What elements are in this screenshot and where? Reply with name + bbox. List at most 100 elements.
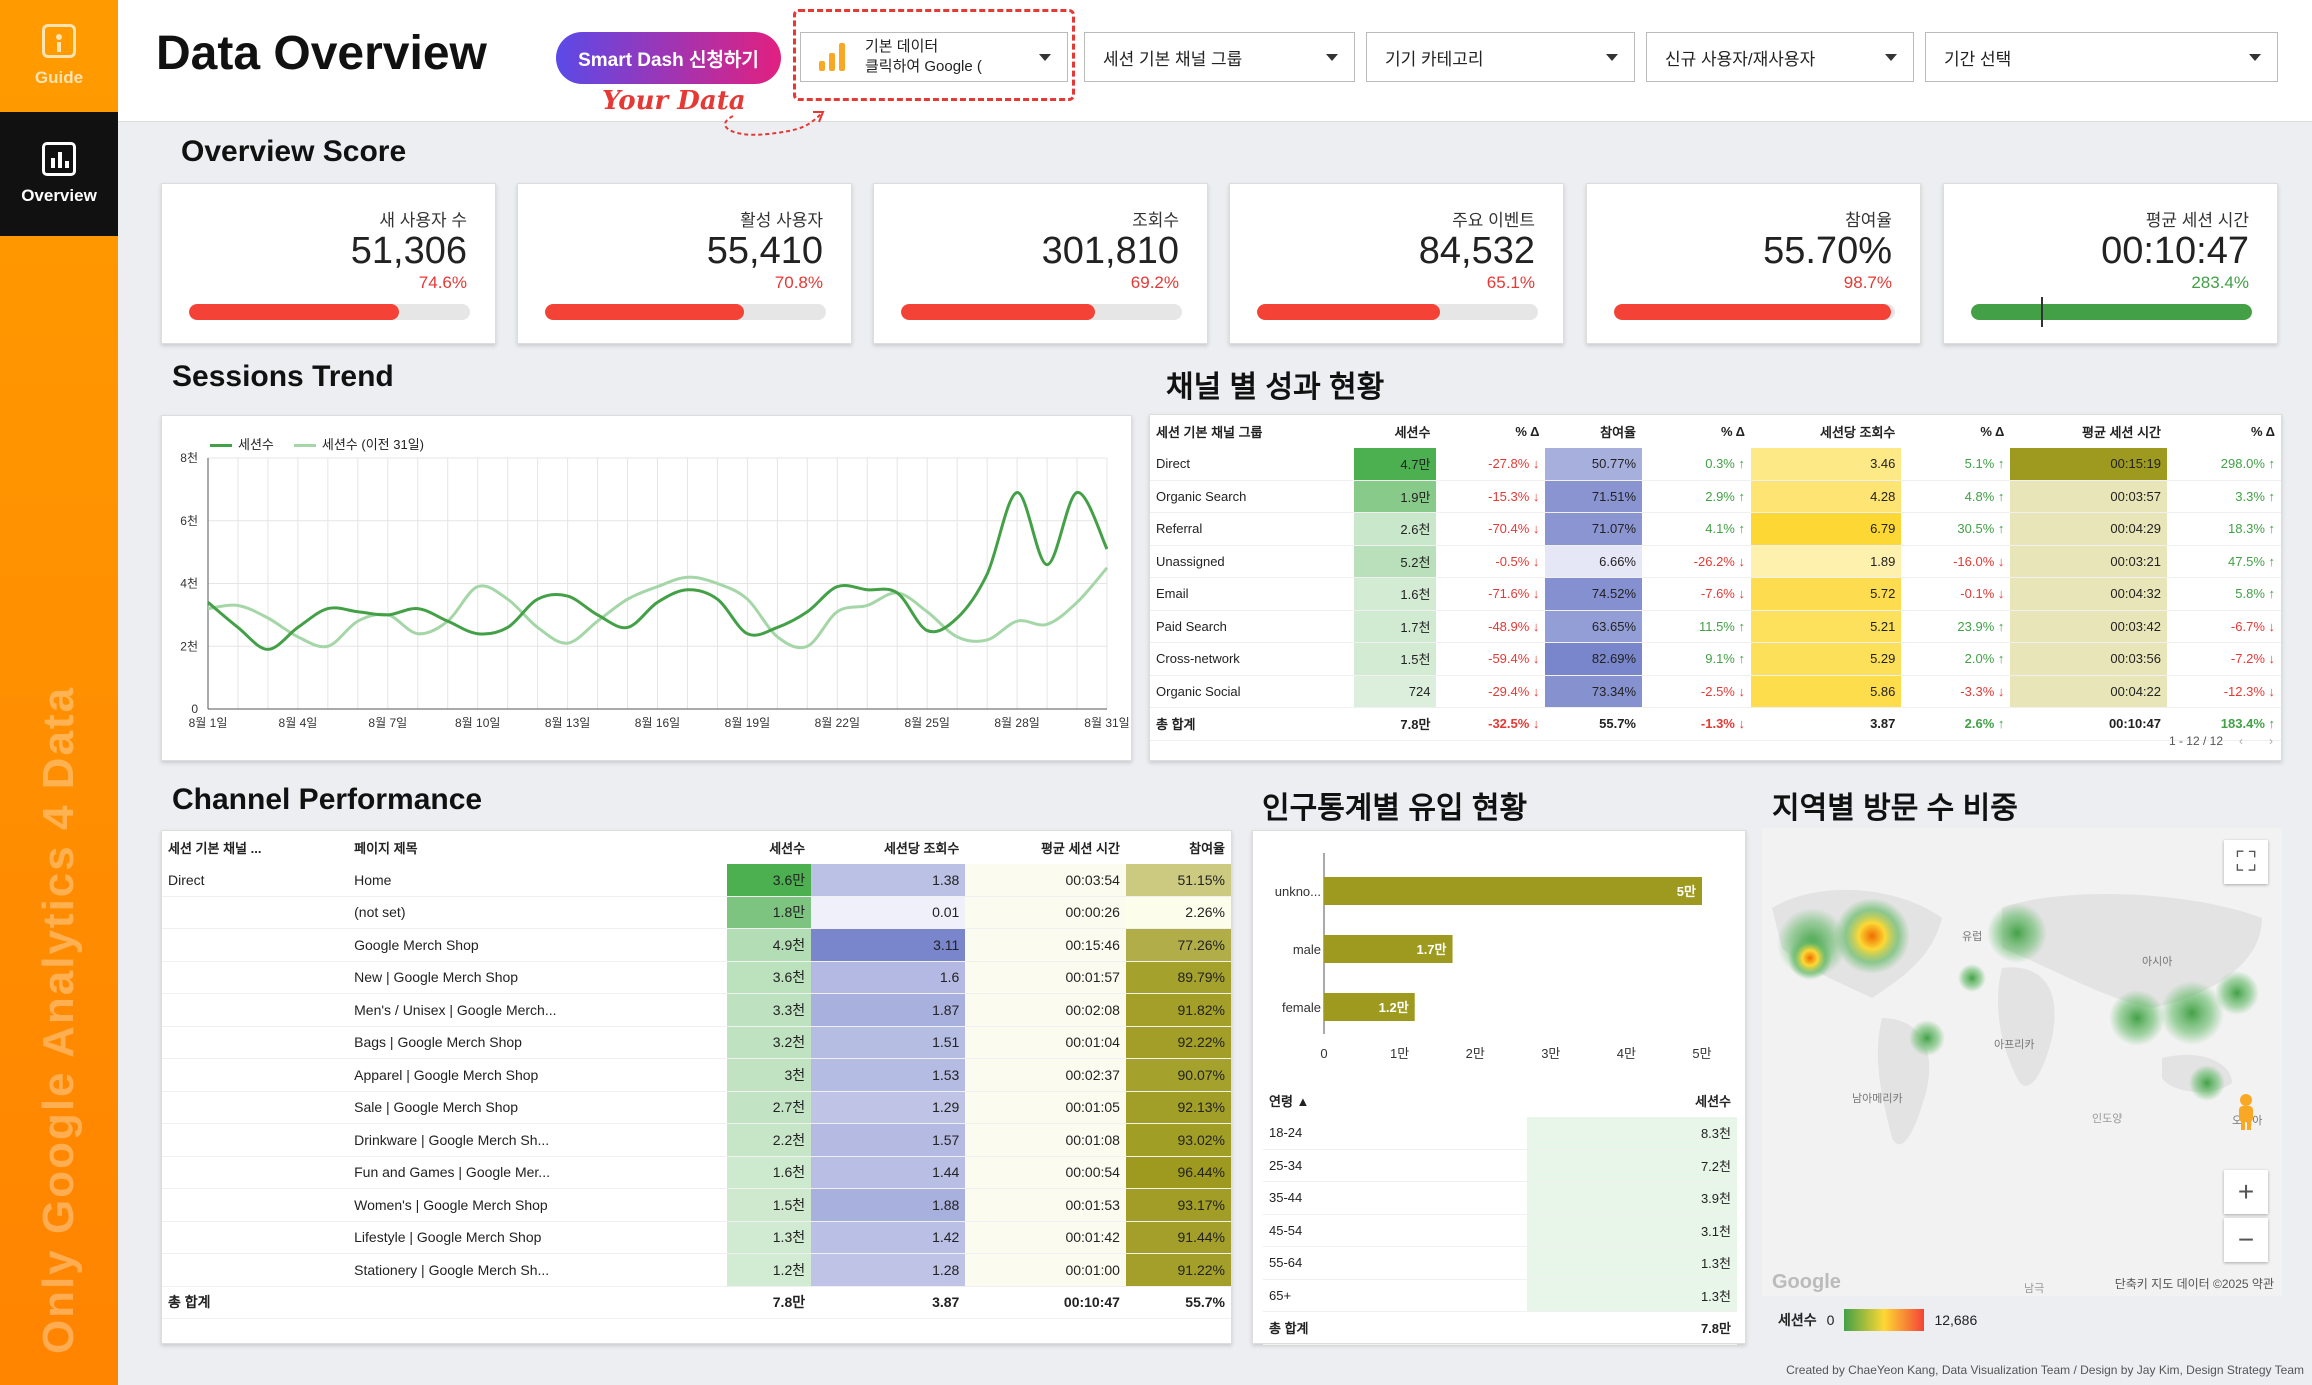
table-row[interactable]: Direct Home 3.6만 1.38 00:03:54 51.15% [162, 863, 1231, 897]
map-credit[interactable]: 단축키 지도 데이터 ©2025 약관 [2114, 1277, 2274, 1291]
series-current-line[interactable] [207, 491, 1109, 651]
gender-bar[interactable] [1324, 877, 1702, 905]
table-total-row: 총 합계 7.8만 3.87 00:10:47 55.7% [162, 1285, 1231, 1319]
fullscreen-icon[interactable]: ⛶ [2224, 840, 2268, 884]
table-cell: 1.29 [811, 1091, 966, 1124]
age-row[interactable]: 65+ 1.3천 [1263, 1279, 1737, 1312]
table-row[interactable]: Stationery | Google Merch Sh... 1.2천 1.28 0… [162, 1253, 1231, 1287]
nav-guide[interactable]: Guide [0, 0, 118, 112]
pager-text: 1 - 12 / 12 [2168, 734, 2223, 748]
table-cell: 00:01:42 [965, 1221, 1126, 1254]
table-cell: Sale | Google Merch Shop [348, 1091, 727, 1124]
gender-bar[interactable] [1324, 993, 1415, 1021]
table-row[interactable]: Cross-network 1.5천 -59.4% ↓ 82.69% 9.1% ↑ 5.2… [1150, 642, 2281, 676]
column-header[interactable]: % Δ [2250, 423, 2275, 439]
next-page-icon[interactable]: › [2269, 734, 2273, 748]
column-header[interactable]: % Δ [1720, 423, 1745, 439]
table-row[interactable]: Men's / Unisex | Google Merch... 3.3천 1.87… [162, 993, 1231, 1027]
category-label: female [1282, 1000, 1321, 1015]
kpi-progress-track [1257, 304, 1538, 320]
table-row[interactable]: Referral 2.6천 -70.4% ↓ 71.07% 4.1% ↑ 6.79 30.5… [1150, 512, 2281, 546]
table-cell [162, 1026, 349, 1059]
your-data-annotation: Your Data [602, 86, 746, 116]
age-sessions-header[interactable]: 세션수 [1695, 1093, 1731, 1109]
channel-page-table: 세션 기본 채널 ... 페이지 제목 세션수 세션당 조회수 평균 세션 시간 참여율 D… [161, 830, 1232, 1344]
legend-item-previous[interactable]: 세션수 (이전 31일) [293, 434, 424, 453]
age-row[interactable]: 55-64 1.3천 [1263, 1246, 1737, 1280]
table-row[interactable]: Organic Search 1.9만 -15.3% ↓ 71.51% 2.9% ↑ 4.… [1150, 480, 2281, 513]
table-row[interactable]: (not set) 1.8만 0.01 00:00:26 2.26% [162, 896, 1231, 929]
column-header[interactable]: 평균 세션 시간 [2082, 424, 2161, 440]
table-row[interactable]: Direct 4.7만 -27.8% ↓ 50.77% 0.3% ↑ 3.46 5.1% ↑… [1150, 447, 2281, 481]
column-header[interactable]: 세션 기본 채널 ... [168, 840, 262, 856]
map-svg [1772, 889, 2262, 1145]
kpi-card: 활성 사용자 55,410 70.8% [517, 183, 852, 344]
age-label: 45-54 [1263, 1214, 1527, 1247]
age-row[interactable]: 18-24 8.3천 [1263, 1116, 1737, 1150]
nav-guide-label: Guide [34, 68, 84, 87]
column-header[interactable]: 참여율 [1189, 840, 1225, 856]
pegman-icon[interactable] [2224, 1090, 2268, 1134]
column-header[interactable]: 참여율 [1600, 424, 1636, 440]
world-map[interactable]: 유럽 아시아 아프리카 남아메리카 인도양 오세아 남극 ⛶ + − Googl… [1762, 828, 2282, 1296]
table-row[interactable]: Organic Social 724 -29.4% ↓ 73.34% -2.5% ↓ 5.… [1150, 675, 2281, 708]
table-cell: 00:01:00 [965, 1253, 1126, 1287]
table-row[interactable]: Apparel | Google Merch Shop 3천 1.53 00:02:3… [162, 1058, 1231, 1092]
column-header[interactable]: 세션수 [769, 840, 806, 856]
table-row[interactable]: Sale | Google Merch Shop 2.7천 1.29 00:01:05… [162, 1091, 1231, 1124]
zoom-in-button[interactable]: + [2224, 1170, 2268, 1214]
kpi-card: 평균 세션 시간 00:10:47 283.4% [1943, 183, 2278, 344]
filter-new-returning[interactable]: 신규 사용자/재사용자 [1646, 32, 1914, 82]
legend-item-current[interactable]: 세션수 [210, 434, 274, 453]
filter-device-category[interactable]: 기기 카테고리 [1366, 32, 1635, 82]
column-header[interactable]: 페이지 제목 [354, 840, 418, 856]
total-cell: 183.4% ↑ [2167, 707, 2281, 741]
age-header[interactable]: 연령 ▲ [1269, 1093, 1310, 1109]
age-row[interactable]: 45-54 3.1천 [1263, 1214, 1737, 1247]
kpi-progress-fill [901, 304, 1096, 320]
table-row[interactable]: Fun and Games | Google Mer... 1.6천 1.44 00:… [162, 1156, 1231, 1189]
column-header[interactable]: 평균 세션 시간 [1040, 840, 1120, 856]
age-row[interactable]: 25-34 7.2천 [1263, 1149, 1737, 1182]
filter-channel-group[interactable]: 세션 기본 채널 그룹 [1084, 32, 1355, 82]
column-header[interactable]: 세션수 [1394, 424, 1431, 440]
table-row[interactable]: Women's | Google Merch Shop 1.5천 1.88 00:01… [162, 1188, 1231, 1222]
filter-date-range[interactable]: 기간 선택 [1925, 32, 2278, 82]
column-header[interactable]: % Δ [1980, 423, 2005, 439]
column-header[interactable]: 세션당 조회수 [1820, 424, 1896, 440]
table-cell: 3.6천 [726, 961, 812, 994]
gender-bar[interactable] [1324, 935, 1453, 963]
table-row[interactable]: Unassigned 5.2천 -0.5% ↓ 6.66% -26.2% ↓ 1.89 -1… [1150, 545, 2281, 578]
smart-dash-button[interactable]: Smart Dash 신청하기 [556, 32, 781, 84]
nav-overview[interactable]: Overview [0, 112, 118, 236]
table-row[interactable]: Bags | Google Merch Shop 3.2천 1.51 00:01:04… [162, 1026, 1231, 1059]
column-header[interactable]: % Δ [1515, 423, 1540, 439]
data-source-selector[interactable]: 기본 데이터 클릭하여 Google ( [800, 32, 1068, 82]
series-previous-line[interactable] [207, 566, 1109, 650]
table-row[interactable]: Paid Search 1.7천 -48.9% ↓ 63.65% 11.5% ↑ 5.21… [1150, 610, 2281, 643]
table-cell: Email [1150, 577, 1355, 611]
total-cell: 7.8만 [1354, 707, 1437, 741]
column-header[interactable]: 세션당 조회수 [883, 840, 960, 856]
channel-performance-table: 세션 기본 채널 그룹 세션수 % Δ 참여율 % Δ 세션당 조회수 % Δ 평균 세션 시… [1149, 414, 2282, 761]
column-header[interactable]: 세션 기본 채널 그룹 [1156, 424, 1263, 440]
prev-page-icon[interactable]: ‹ [2239, 734, 2243, 748]
map-legend-gradient [1844, 1309, 1925, 1331]
total-cell: -32.5% ↓ [1436, 707, 1546, 741]
total-label: 총 합계 [1263, 1311, 1527, 1345]
table-row[interactable]: Google Merch Shop 4.9천 3.11 00:15:46 77.26% [162, 928, 1231, 962]
table-cell: 1.53 [811, 1058, 966, 1092]
table-cell: 23.9% ↑ [1901, 610, 2011, 643]
table-row[interactable]: Email 1.6천 -71.6% ↓ 74.52% -7.6% ↓ 5.72 -0.1% … [1150, 577, 2281, 611]
table-cell [162, 1156, 349, 1189]
table-cell: 3천 [726, 1058, 812, 1092]
map-legend-max: 12,686 [1934, 1312, 1978, 1328]
table-row[interactable]: Drinkware | Google Merch Sh... 2.2천 1.57 00… [162, 1123, 1231, 1157]
table-row[interactable]: New | Google Merch Shop 3.6천 1.6 00:01:57 89… [162, 961, 1231, 994]
table-row[interactable]: Lifestyle | Google Merch Shop 1.3천 1.42 00:… [162, 1221, 1231, 1254]
table-cell: 50.77% [1545, 447, 1642, 481]
age-row[interactable]: 35-44 3.9천 [1263, 1181, 1737, 1215]
kpi-value: 84,532 [1418, 230, 1535, 272]
zoom-out-button[interactable]: − [2224, 1218, 2268, 1262]
kpi-card: 참여율 55.70% 98.7% [1586, 183, 1921, 344]
